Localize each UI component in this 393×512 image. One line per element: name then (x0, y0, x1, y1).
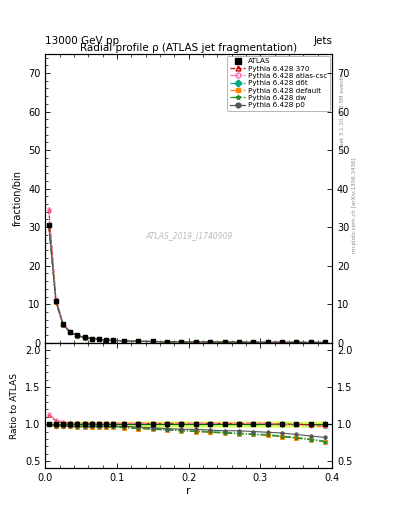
Text: Jets: Jets (313, 36, 332, 46)
Text: mcplots.cern.ch [arXiv:1306.3436]: mcplots.cern.ch [arXiv:1306.3436] (352, 157, 357, 252)
Text: ATLAS_2019_I1740909: ATLAS_2019_I1740909 (145, 231, 232, 240)
Y-axis label: Ratio to ATLAS: Ratio to ATLAS (10, 373, 19, 439)
X-axis label: r: r (186, 486, 191, 496)
Text: Rivet 3.1.10, ≥ 2.5M events: Rivet 3.1.10, ≥ 2.5M events (340, 74, 345, 151)
Legend: ATLAS, Pythia 6.428 370, Pythia 6.428 atlas-csc, Pythia 6.428 d6t, Pythia 6.428 : ATLAS, Pythia 6.428 370, Pythia 6.428 at… (227, 56, 330, 111)
Text: 13000 GeV pp: 13000 GeV pp (45, 36, 119, 46)
Title: Radial profile ρ (ATLAS jet fragmentation): Radial profile ρ (ATLAS jet fragmentatio… (80, 43, 297, 53)
Y-axis label: fraction/bin: fraction/bin (13, 170, 22, 226)
